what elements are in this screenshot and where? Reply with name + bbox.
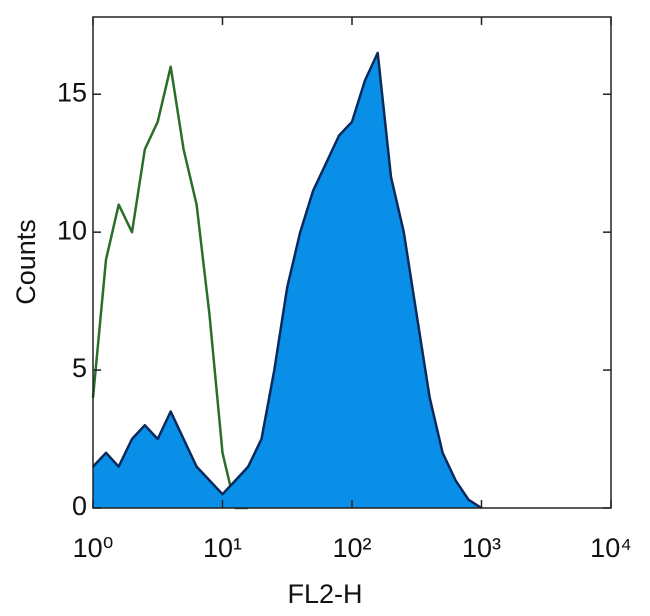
y-axis-label: Counts [11,219,41,305]
x-tick-label: 10¹ [203,533,242,563]
x-tick-label: 10² [332,533,371,563]
histogram-line [91,65,249,510]
x-tick-label: 10³ [462,533,501,563]
x-tick-label: 10⁴ [590,533,632,563]
y-tick-label: 5 [72,353,87,383]
x-tick-label: 10⁰ [73,533,114,563]
y-tick-label: 10 [57,215,87,245]
histogram-line [92,51,483,510]
y-tick-label: 15 [57,77,87,107]
area-fill [93,52,482,509]
x-axis-label: FL2-H [287,579,362,609]
y-tick-label: 0 [72,491,87,521]
